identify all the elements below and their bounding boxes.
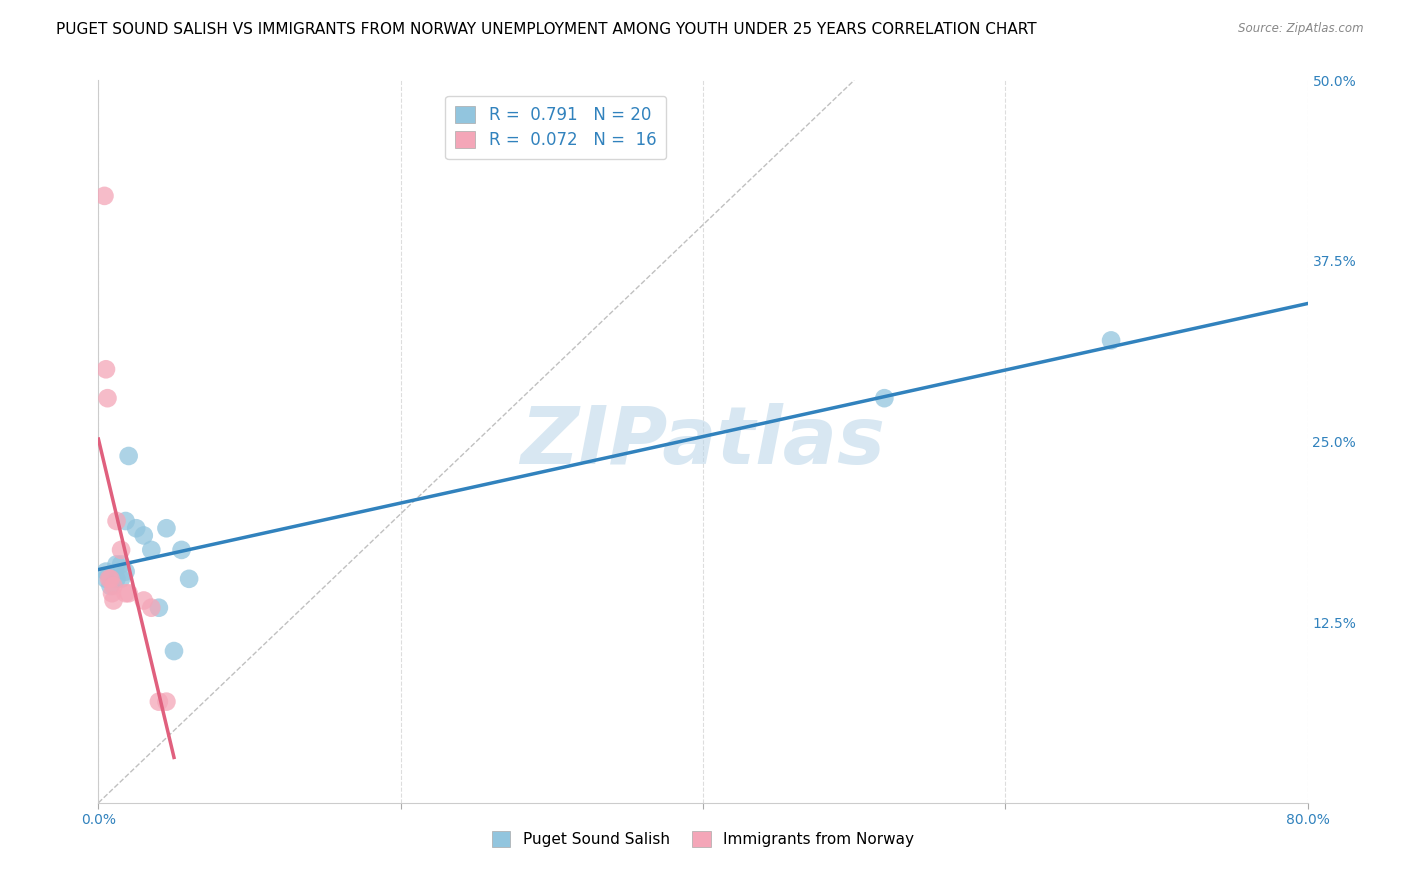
Text: Source: ZipAtlas.com: Source: ZipAtlas.com [1239, 22, 1364, 36]
Point [100, 572, 122, 586]
Point [148, 695, 170, 709]
Point [110, 572, 132, 586]
Point [148, 600, 170, 615]
Point [103, 593, 125, 607]
Point [94, 572, 117, 586]
Point [141, 542, 163, 557]
Point [873, 391, 896, 405]
Point [163, 644, 186, 658]
Point [118, 449, 141, 463]
Text: PUGET SOUND SALISH VS IMMIGRANTS FROM NORWAY UNEMPLOYMENT AMONG YOUTH UNDER 25 Y: PUGET SOUND SALISH VS IMMIGRANTS FROM NO… [56, 22, 1036, 37]
Text: ZIPatlas: ZIPatlas [520, 402, 886, 481]
Point [155, 695, 177, 709]
Point [141, 600, 163, 615]
Point [94, 362, 117, 376]
Point [105, 572, 128, 586]
Point [170, 542, 193, 557]
Point [132, 528, 155, 542]
Point [110, 542, 132, 557]
Point [110, 558, 132, 572]
Point [114, 565, 136, 579]
Point [114, 514, 136, 528]
Point [100, 579, 122, 593]
Point [94, 565, 117, 579]
Point [93, 189, 115, 203]
Point [103, 579, 125, 593]
Point [179, 572, 201, 586]
Point [105, 558, 128, 572]
Point [101, 586, 124, 600]
Point [125, 521, 148, 535]
Point [105, 514, 128, 528]
Point [96, 391, 118, 405]
Legend: Puget Sound Salish, Immigrants from Norway: Puget Sound Salish, Immigrants from Norw… [486, 825, 920, 853]
Point [118, 586, 141, 600]
Point [114, 586, 136, 600]
Point [1099, 334, 1122, 348]
Point [132, 593, 155, 607]
Point [155, 521, 177, 535]
Point [98, 572, 121, 586]
